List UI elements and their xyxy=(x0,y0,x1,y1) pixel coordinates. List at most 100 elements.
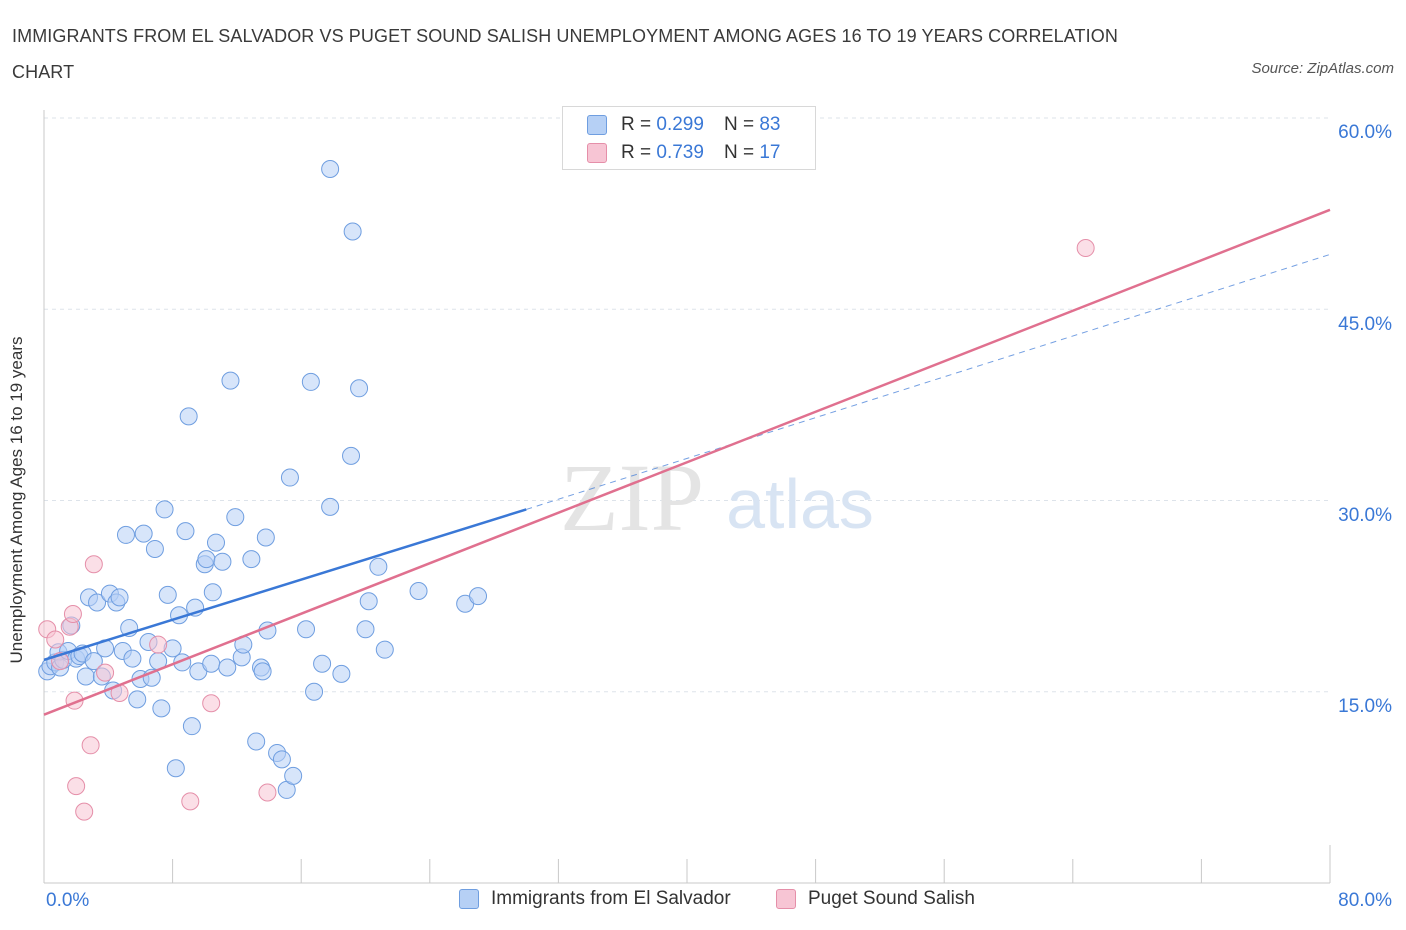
r-label: R = xyxy=(621,142,652,163)
watermark-zip: ZIP xyxy=(560,444,704,551)
data-point xyxy=(242,550,261,569)
data-point xyxy=(84,555,103,574)
r-label: R = xyxy=(621,114,652,135)
source-label: Source: ZipAtlas.com xyxy=(1251,60,1394,77)
data-point xyxy=(203,583,222,602)
data-point xyxy=(166,759,185,778)
data-point xyxy=(110,588,129,607)
data-point xyxy=(88,593,107,612)
y-tick-label-30: 30.0% xyxy=(1338,505,1392,526)
data-point xyxy=(375,640,394,659)
data-point xyxy=(116,525,135,544)
data-point xyxy=(297,620,316,639)
data-point xyxy=(256,528,275,547)
data-point xyxy=(75,802,94,821)
n-value: 17 xyxy=(759,142,781,163)
y-tick-label-15: 15.0% xyxy=(1338,696,1392,717)
data-point xyxy=(181,792,200,811)
data-point xyxy=(46,630,65,649)
y-tick-label-45: 45.0% xyxy=(1338,314,1392,335)
data-point xyxy=(301,372,320,391)
data-point xyxy=(321,160,340,178)
trend-line-el-salvador-extension xyxy=(526,253,1331,510)
data-point xyxy=(321,497,340,516)
data-point xyxy=(359,592,378,611)
data-point xyxy=(81,736,100,755)
data-point xyxy=(202,654,221,673)
data-point xyxy=(350,379,369,398)
legend-swatch-pink xyxy=(587,143,607,163)
legend-row-puget-sound: R = 0.739 N = 17 xyxy=(587,142,780,164)
y-axis-label: Unemployment Among Ages 16 to 19 years xyxy=(7,336,26,664)
data-point xyxy=(221,371,240,390)
legend-swatch-blue xyxy=(587,115,607,135)
data-point xyxy=(369,557,388,576)
y-axis-label-wrap: Unemployment Among Ages 16 to 19 years xyxy=(2,300,32,700)
x-tick-label-min: 0.0% xyxy=(46,890,90,911)
legend-item-puget-sound[interactable]: Puget Sound Salish xyxy=(776,888,975,910)
data-point xyxy=(182,717,201,736)
data-point xyxy=(123,649,142,668)
watermark: ZIP atlas xyxy=(560,444,874,551)
trend-line-el-salvador xyxy=(43,508,527,662)
data-point xyxy=(1076,239,1095,258)
data-point xyxy=(179,407,198,426)
data-point xyxy=(63,604,82,623)
axes xyxy=(43,110,1331,884)
y-tick-label-60: 60.0% xyxy=(1338,122,1392,143)
trend-line-puget-sound xyxy=(43,208,1331,716)
data-point xyxy=(253,662,272,681)
r-value: 0.299 xyxy=(656,114,704,135)
legend-label-puget-sound: Puget Sound Salish xyxy=(808,888,975,909)
data-point xyxy=(342,446,361,465)
data-point xyxy=(343,222,362,241)
data-point xyxy=(213,552,232,571)
data-point xyxy=(226,508,245,527)
data-point xyxy=(247,732,266,751)
data-point xyxy=(332,664,351,683)
data-point xyxy=(134,524,153,543)
data-point xyxy=(76,667,95,686)
data-point xyxy=(280,468,299,487)
data-point xyxy=(202,694,221,713)
chart-title: IMMIGRANTS FROM EL SALVADOR VS PUGET SOU… xyxy=(12,26,1118,82)
n-value: 83 xyxy=(759,114,781,135)
data-point xyxy=(469,587,488,606)
data-point xyxy=(149,635,168,654)
data-point xyxy=(409,582,428,601)
series-legend: Immigrants from El Salvador Puget Sound … xyxy=(0,888,1406,916)
legend-swatch-blue xyxy=(459,889,479,909)
data-point xyxy=(84,652,103,671)
legend-item-el-salvador[interactable]: Immigrants from El Salvador xyxy=(459,888,731,910)
legend-swatch-pink xyxy=(776,889,796,909)
data-point xyxy=(67,777,86,796)
data-point xyxy=(96,663,115,682)
correlation-legend: R = 0.299 N = 83 R = 0.739 N = 17 xyxy=(562,106,816,170)
data-point xyxy=(305,682,324,701)
data-point xyxy=(218,658,237,677)
data-point xyxy=(158,585,177,604)
data-point xyxy=(272,750,291,769)
data-point xyxy=(284,766,303,785)
legend-label-el-salvador: Immigrants from El Salvador xyxy=(491,888,731,909)
data-point xyxy=(145,539,164,558)
data-point xyxy=(155,500,174,519)
watermark-atlas: atlas xyxy=(726,465,874,543)
data-point xyxy=(197,550,216,569)
data-point xyxy=(207,533,226,552)
data-point xyxy=(176,522,195,541)
data-point xyxy=(356,620,375,639)
data-point xyxy=(258,783,277,802)
series-immigrants-from-el-salvador xyxy=(38,160,488,799)
gridlines xyxy=(44,117,1330,693)
data-point xyxy=(152,699,171,718)
n-label: N = xyxy=(723,142,755,163)
legend-row-el-salvador: R = 0.299 N = 83 xyxy=(587,114,780,136)
r-value: 0.739 xyxy=(656,142,704,163)
n-label: N = xyxy=(723,114,755,135)
trend-lines xyxy=(43,208,1331,716)
data-point xyxy=(313,654,332,673)
x-tick-label-max: 80.0% xyxy=(1338,890,1392,911)
data-point xyxy=(128,690,147,709)
